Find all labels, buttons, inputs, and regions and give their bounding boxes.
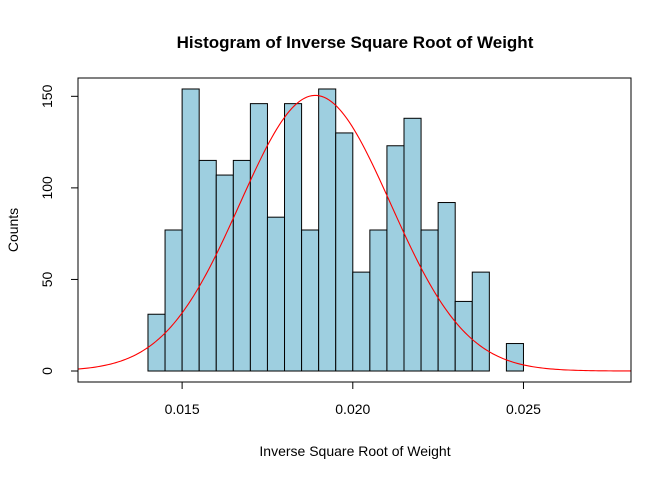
x-tick-label: 0.025	[506, 401, 541, 417]
histogram-bar-2	[164, 229, 183, 372]
y-tick-label: 150	[39, 84, 55, 108]
histogram-bar-7	[249, 103, 268, 372]
y-axis-label: Counts	[5, 208, 21, 252]
y-tick-label: 50	[39, 271, 55, 287]
histogram-bar-8	[266, 216, 286, 372]
histogram-bar-20	[471, 271, 490, 372]
histogram-bar-5	[215, 174, 234, 372]
histogram-bar-4	[198, 159, 217, 372]
histogram-bar-1	[147, 313, 166, 372]
histogram-bar-6	[232, 159, 251, 372]
histogram-bar-16	[403, 117, 422, 372]
histogram-bar-21	[505, 343, 524, 372]
x-tick-label: 0.015	[165, 401, 200, 417]
density-curve	[78, 94, 631, 372]
plot-frame	[77, 77, 632, 383]
histogram-bar-17	[420, 229, 439, 372]
histogram-bar-18	[437, 202, 456, 372]
x-tick-label: 0.020	[335, 401, 370, 417]
chart-title: Histogram of Inverse Square Root of Weig…	[177, 33, 534, 52]
histogram-bar-12	[335, 132, 354, 372]
histogram-bar-10	[301, 229, 320, 372]
histogram-bar-9	[284, 103, 303, 372]
x-axis: 0.015 0.020 0.025	[165, 382, 541, 417]
histogram-bar-14	[369, 229, 388, 372]
histogram-bar-19	[454, 300, 473, 372]
histogram-bar-15	[386, 145, 405, 372]
y-tick-label: 100	[39, 176, 55, 200]
bars-layer	[147, 88, 524, 372]
histogram-bar-13	[352, 271, 371, 372]
x-axis-label: Inverse Square Root of Weight	[259, 443, 450, 459]
histogram-bar-11	[318, 88, 337, 372]
y-axis: 0 50 100 150	[39, 84, 78, 375]
y-tick-label: 0	[39, 367, 55, 375]
histogram-bar-3	[181, 88, 200, 372]
